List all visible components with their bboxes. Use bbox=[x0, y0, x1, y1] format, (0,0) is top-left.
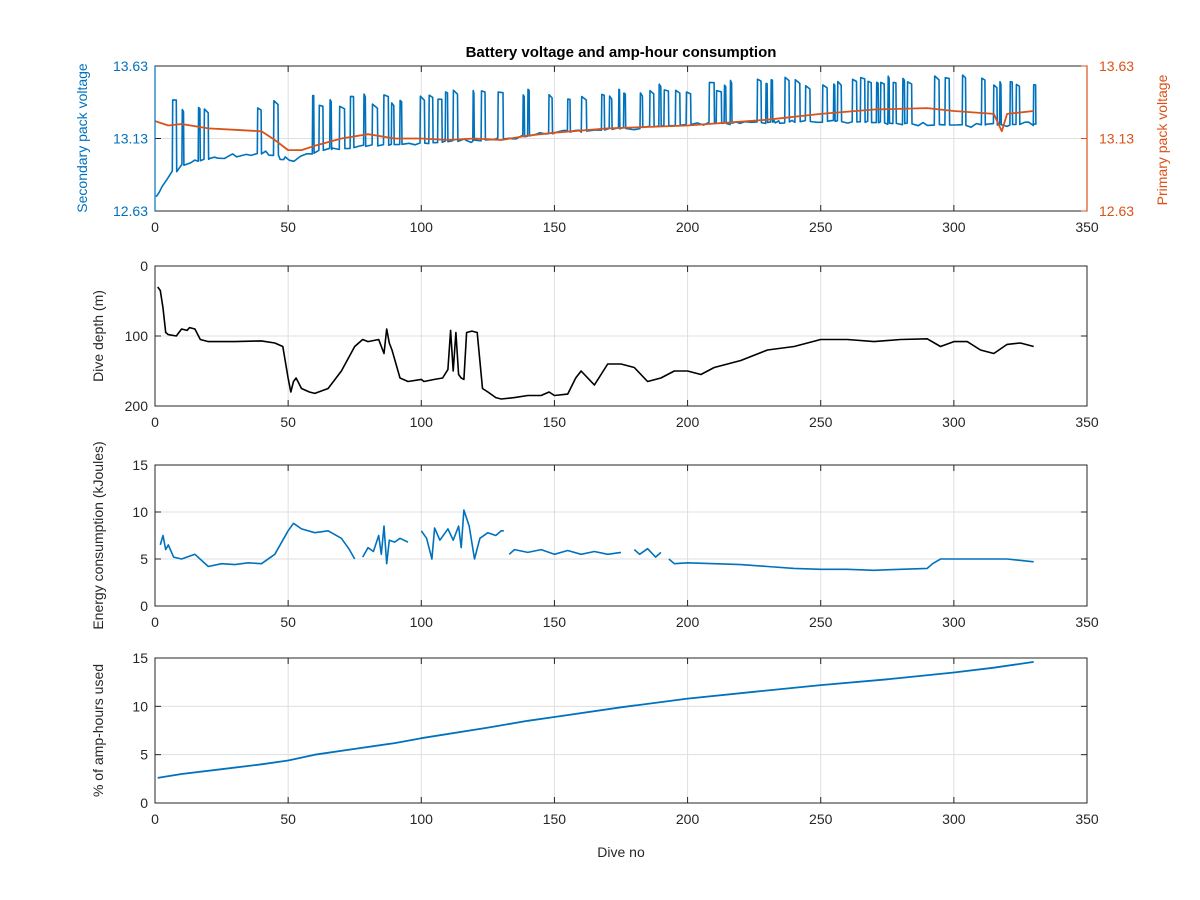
x-tick-label: 250 bbox=[809, 219, 833, 235]
x-tick-label: 0 bbox=[151, 219, 159, 235]
y-axis-label: Energy consumption (kJoules) bbox=[90, 441, 106, 629]
x-tick-label: 250 bbox=[809, 811, 833, 827]
y-tick-label: 15 bbox=[132, 650, 148, 666]
x-tick-label: 250 bbox=[809, 614, 833, 630]
y-tick-label: 13.63 bbox=[113, 58, 148, 74]
series-line-depth bbox=[157, 286, 1034, 400]
y-tick-label: 200 bbox=[125, 398, 149, 414]
x-tick-label: 200 bbox=[676, 811, 700, 827]
y-axis-label: Dive depth (m) bbox=[90, 290, 106, 382]
panel-4: 0 50 100 150 200 250 300 350 0 5 10 15 % of amp-hour… bbox=[90, 650, 1099, 827]
series-segment-2 bbox=[362, 525, 409, 565]
x-tick-label: 100 bbox=[410, 614, 434, 630]
y2-tick-label: 13.63 bbox=[1099, 58, 1134, 74]
series-segment-1 bbox=[159, 522, 356, 568]
series-segment-6 bbox=[668, 558, 1034, 572]
x-tick-label: 350 bbox=[1075, 614, 1099, 630]
x-tick-label: 350 bbox=[1075, 414, 1099, 430]
y-tick-label: 100 bbox=[125, 328, 149, 344]
x-tick-label: 300 bbox=[942, 811, 966, 827]
y-tick-label: 15 bbox=[132, 457, 148, 473]
x-axis-label: Dive no bbox=[597, 844, 645, 860]
axes-box bbox=[154, 657, 1088, 804]
y2-axis-label: Primary pack voltage bbox=[1154, 74, 1170, 205]
x-tick-label: 200 bbox=[676, 414, 700, 430]
x-tick-label: 350 bbox=[1075, 811, 1099, 827]
y-tick-label: 10 bbox=[132, 698, 148, 714]
x-tick-label: 150 bbox=[543, 614, 567, 630]
x-tick-label: 300 bbox=[942, 414, 966, 430]
x-tick-label: 50 bbox=[280, 811, 296, 827]
axes-box bbox=[154, 464, 1088, 607]
y-tick-label: 13.13 bbox=[113, 131, 148, 147]
series-segment-4 bbox=[508, 548, 622, 556]
x-tick-label: 350 bbox=[1075, 219, 1099, 235]
x-tick-label: 50 bbox=[280, 614, 296, 630]
x-tick-label: 50 bbox=[280, 414, 296, 430]
series-group bbox=[155, 74, 1037, 198]
x-tick-label: 300 bbox=[942, 614, 966, 630]
y-tick-label: 0 bbox=[140, 598, 148, 614]
x-tick-label: 200 bbox=[676, 614, 700, 630]
y-tick-label: 12.63 bbox=[113, 203, 148, 219]
series-line-amp-hours bbox=[157, 661, 1034, 779]
x-tick-label: 150 bbox=[543, 811, 567, 827]
x-tick-label: 150 bbox=[543, 414, 567, 430]
series-line-primary-voltage bbox=[155, 107, 1034, 151]
x-tick-label: 0 bbox=[151, 414, 159, 430]
x-tick-label: 0 bbox=[151, 811, 159, 827]
y2-tick-label: 12.63 bbox=[1099, 203, 1134, 219]
y-tick-label: 10 bbox=[132, 504, 148, 520]
series-segment-3 bbox=[420, 509, 504, 560]
y-tick-label: 5 bbox=[140, 551, 148, 567]
figure-title: Battery voltage and amp-hour consumption bbox=[466, 44, 777, 61]
panel-2: 0 50 100 150 200 250 300 350 0 100 200 Dive depth (… bbox=[90, 258, 1099, 430]
series-group bbox=[157, 661, 1034, 779]
series-segment-5 bbox=[633, 547, 662, 558]
x-tick-label: 50 bbox=[280, 219, 296, 235]
x-tick-label: 250 bbox=[809, 414, 833, 430]
series-group bbox=[157, 286, 1034, 400]
y-axis-label: Secondary pack voltage bbox=[74, 63, 90, 213]
series-group bbox=[159, 509, 1034, 572]
y-axis-label: % of amp-hours used bbox=[90, 664, 106, 797]
x-tick-label: 300 bbox=[942, 219, 966, 235]
panels: 0 50 100 150 200 250 300 35012.6313.1313.63Seco… bbox=[74, 58, 1170, 827]
y-tick-label: 5 bbox=[140, 747, 148, 763]
y-tick-label: 0 bbox=[140, 258, 148, 274]
panel-1: 0 50 100 150 200 250 300 35012.6313.1313.63Seco… bbox=[74, 58, 1170, 235]
panel-3: 0 50 100 150 200 250 300 350 0 5 10 15 Energy consum… bbox=[90, 441, 1099, 630]
y-tick-label: 0 bbox=[140, 795, 148, 811]
x-tick-label: 0 bbox=[151, 614, 159, 630]
x-tick-label: 100 bbox=[410, 811, 434, 827]
x-tick-label: 200 bbox=[676, 219, 700, 235]
x-tick-label: 100 bbox=[410, 414, 434, 430]
x-tick-label: 100 bbox=[410, 219, 434, 235]
y2-tick-label: 13.13 bbox=[1099, 131, 1134, 147]
x-tick-label: 150 bbox=[543, 219, 567, 235]
